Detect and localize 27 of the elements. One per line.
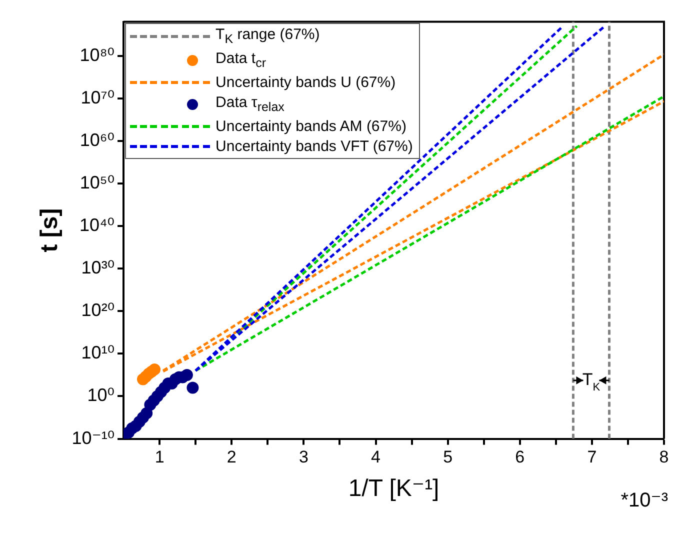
x-tick-label: 4	[371, 448, 380, 467]
legend-label: Uncertainty bands AM (67%)	[216, 116, 406, 137]
x-tick-label: 6	[515, 448, 525, 467]
legend-label: T$_{K}$ range (67%)	[216, 24, 320, 48]
legend-label: Uncertainty bands U (67%)	[216, 72, 396, 93]
legend-label: Data τ$_{relax}$	[216, 92, 284, 116]
y-tick-label: 10⁷⁰	[80, 87, 115, 108]
x-tick-label: 5	[443, 448, 453, 467]
x-tick-label: 8	[659, 448, 669, 467]
text: *10⁻³	[620, 489, 668, 512]
legend-label: Data t$_{cr}$	[216, 48, 266, 72]
y-tick-label: 10⁻¹⁰	[72, 428, 115, 448]
x-tick-label: 2	[226, 448, 236, 467]
x-axis-title: 1/T [K⁻¹]	[348, 475, 440, 502]
y-tick-label: 10³⁰	[81, 258, 115, 278]
y-axis-title: t [s]	[36, 208, 64, 252]
y-tick-label: 10¹⁰	[81, 342, 115, 363]
x-tick-label: 7	[587, 448, 597, 467]
y-tick-label: 10²⁰	[81, 300, 115, 320]
y-tick-label: 10⁶⁰	[80, 130, 115, 150]
legend-label: Uncertainty bands VFT (67%)	[216, 136, 413, 157]
y-tick-label: 10⁰	[87, 385, 115, 406]
x-tick-label: 3	[298, 448, 308, 467]
y-tick-label: 10⁸⁰	[80, 44, 115, 65]
x-tick-label: 1	[154, 448, 164, 467]
y-tick-label: 10⁴⁰	[80, 215, 115, 236]
y-tick-label: 10⁵⁰	[80, 172, 115, 192]
